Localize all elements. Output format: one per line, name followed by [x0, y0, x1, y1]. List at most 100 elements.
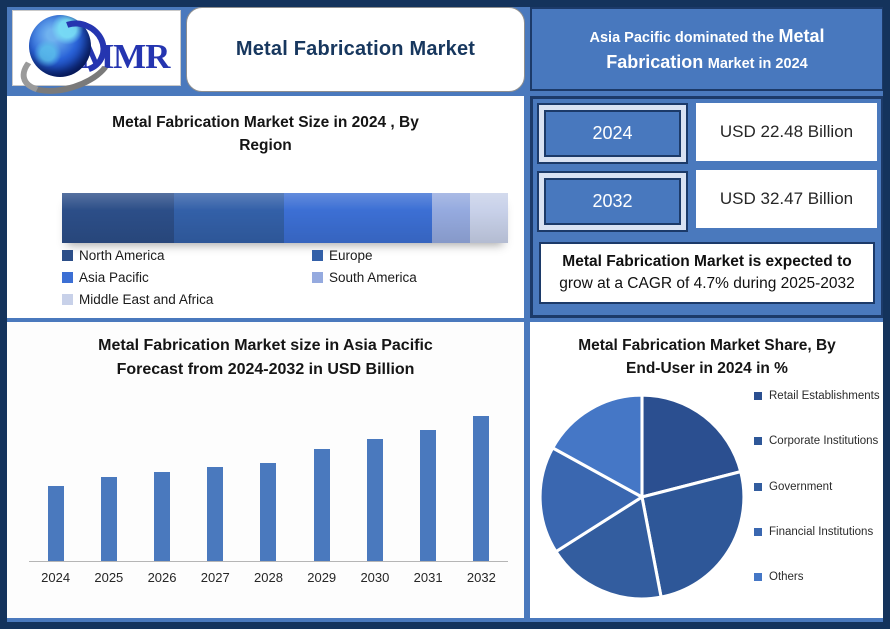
forecast-bar-cell [455, 416, 508, 561]
region-stacked-bar [62, 193, 508, 243]
x-tick-label: 2026 [147, 570, 177, 585]
globe-logo-icon [13, 11, 121, 105]
forecast-bar-cell [82, 477, 135, 561]
legend-swatch-icon [754, 527, 762, 536]
legend-label: Asia Pacific [79, 270, 149, 285]
legend-label: South America [329, 270, 417, 285]
region-legend-item: Europe [312, 248, 417, 263]
forecast-chart-panel: Metal Fabrication Market size in Asia Pa… [7, 322, 524, 618]
legend-label: Retail Establishments [769, 390, 880, 402]
value-2032: USD 32.47 Billion [696, 170, 877, 228]
forecast-bar-2031 [420, 430, 437, 561]
legend-label: Middle East and Africa [79, 292, 214, 307]
forecast-bar-2032 [473, 416, 490, 561]
pie-legend-item: Others [754, 569, 880, 586]
page-title: Metal Fabrication Market [235, 38, 476, 60]
forecast-bar-2028 [260, 463, 277, 561]
region-segment-1 [173, 193, 285, 243]
region-segment-4 [470, 193, 508, 243]
forecast-chart: 2024 2025 2026 2027 2028 2029 2030 2031 2032 [29, 371, 508, 585]
x-tick-label: 2029 [307, 570, 337, 585]
legend-label: Corporate Institutions [769, 435, 879, 448]
forecast-bar-cell [402, 430, 455, 561]
globe-sphere-icon [29, 15, 91, 77]
cagr-line1: Metal Fabrication Market is expected to [562, 253, 852, 271]
forecast-bar-2026 [154, 472, 171, 561]
region-legend-item: Middle East and Africa [62, 292, 312, 307]
legend-swatch-icon [312, 272, 323, 283]
share-chart-title: Metal Fabrication Market Share, By End-U… [578, 337, 836, 378]
legend-swatch-icon [312, 250, 323, 261]
pie-legend-item: Retail Establishments [754, 388, 880, 405]
pie-slice-4 [551, 393, 644, 499]
x-tick-label: 2030 [360, 570, 390, 585]
legend-swatch-icon [62, 250, 73, 261]
legend-swatch-icon [754, 392, 762, 400]
legend-label: Government [769, 480, 833, 493]
legend-label: Financial Institutions [769, 525, 874, 538]
mmr-logo-card: MMR [12, 10, 181, 105]
forecast-bar-2027 [207, 467, 224, 561]
pie-slice-3 [538, 446, 644, 554]
year-badge-2024: 2024 [537, 103, 688, 164]
pie-chart [538, 393, 746, 601]
region-legend-item: South America [312, 270, 417, 285]
value-2024: USD 22.48 Billion [696, 103, 877, 161]
pie-slice-0 [640, 393, 743, 499]
forecast-bar-cell [135, 472, 188, 561]
forecast-bar-cell [348, 439, 401, 561]
share-chart-panel: Metal Fabrication Market Share, By End-U… [530, 322, 883, 618]
forecast-bar-2029 [313, 449, 330, 561]
legend-label: Others [769, 571, 804, 583]
pie-legend: Retail Establishments Corporate Instituti… [754, 388, 880, 586]
legend-swatch-icon [62, 272, 73, 283]
main-title-card: Metal Fabrication Market [186, 7, 525, 92]
pie-legend-item: Government [754, 479, 880, 496]
legend-label: North America [79, 248, 165, 263]
headline-box: Asia Pacific dominated the Metal Fabrica… [530, 7, 883, 91]
year-badge-2032-label: 2032 [544, 178, 681, 225]
headline-line1: Asia Pacific dominated the Metal [589, 25, 825, 46]
region-segment-2 [284, 193, 433, 243]
pie-legend-item: Financial Institutions [754, 524, 880, 541]
forecast-bar-cell [189, 467, 242, 561]
x-tick-label: 2032 [466, 570, 496, 585]
forecast-bar-cell [242, 463, 295, 561]
forecast-bar-cell [29, 486, 82, 561]
region-legend-item: Asia Pacific [62, 270, 312, 285]
forecast-bar-2024 [47, 486, 64, 561]
legend-swatch-icon [754, 437, 762, 446]
logo-text: MMR [81, 37, 170, 76]
year-badge-2024-label: 2024 [544, 110, 681, 157]
region-chart-panel: Metal Fabrication Market Size in 2024 , … [7, 96, 524, 318]
forecast-bar-2025 [100, 477, 117, 561]
region-chart-title: Metal Fabrication Market Size in 2024 , … [112, 114, 419, 155]
pie-legend-item: Corporate Institutions [754, 433, 880, 450]
region-legend-item: North America [62, 248, 312, 263]
region-segment-3 [432, 193, 471, 243]
x-tick-label: 2031 [413, 570, 443, 585]
legend-label: Europe [329, 248, 373, 263]
year-badge-2032: 2032 [537, 171, 688, 232]
legend-swatch-icon [754, 573, 762, 581]
forecast-bar-2030 [366, 439, 383, 561]
forecast-plot [29, 371, 508, 562]
forecast-x-labels: 2024 2025 2026 2027 2028 2029 2030 2031 2032 [29, 570, 508, 585]
x-tick-label: 2024 [41, 570, 71, 585]
region-legend: North America Europe Asia Pacific South Ame… [62, 248, 417, 307]
forecast-bar-cell [295, 449, 348, 561]
region-segment-0 [62, 193, 174, 243]
x-tick-label: 2028 [254, 570, 283, 585]
forecast-chart-title: Metal Fabrication Market size in Asia Pa… [98, 337, 433, 378]
pie-slice-1 [640, 470, 746, 599]
x-tick-label: 2025 [94, 570, 124, 585]
legend-swatch-icon [62, 294, 73, 305]
legend-swatch-icon [754, 482, 762, 491]
pie-slice-2 [554, 495, 663, 601]
headline-line2: Fabrication Market in 2024 [606, 52, 808, 72]
market-value-panel: 2024 USD 22.48 Billion 2032 USD 32.47 Bi… [530, 96, 883, 318]
cagr-line2: grow at a CAGR of 4.7% during 2025-2032 [559, 275, 855, 292]
cagr-statement-box: Metal Fabrication Market is expected to … [539, 242, 875, 304]
x-tick-label: 2027 [200, 570, 230, 585]
